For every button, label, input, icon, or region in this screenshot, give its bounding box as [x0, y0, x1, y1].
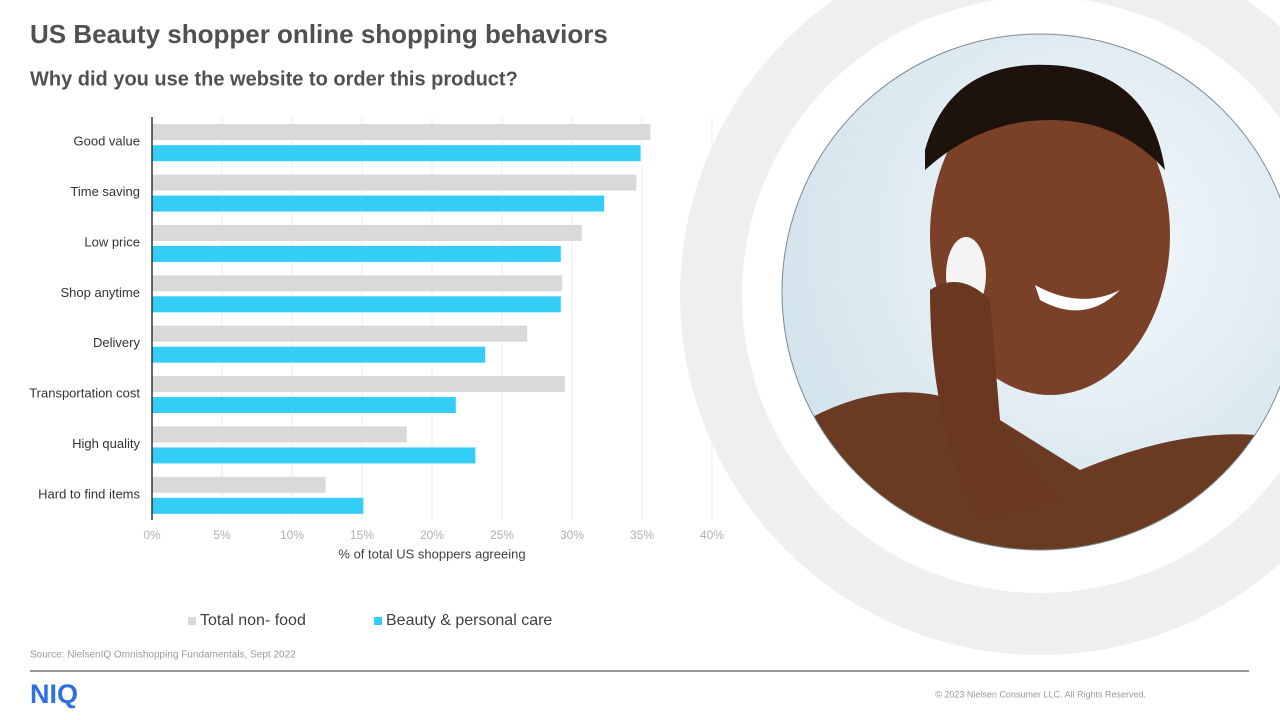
- source: Source: NielsenIQ Omnishopping Fundament…: [30, 650, 296, 661]
- bar: [152, 174, 637, 191]
- copyright: © 2023 Nielsen Consumer LLC. All Rights …: [935, 689, 1146, 699]
- y-tick-label: Time saving: [70, 184, 140, 199]
- bar: [152, 195, 605, 212]
- x-tick-label: 5%: [213, 528, 231, 542]
- legend-swatch: [188, 617, 196, 625]
- bar: [152, 476, 326, 493]
- y-tick-label: Shop anytime: [61, 285, 141, 300]
- x-tick-label: 10%: [280, 528, 304, 542]
- x-tick-label: 25%: [490, 528, 514, 542]
- x-tick-label: 15%: [350, 528, 374, 542]
- bar: [152, 346, 486, 363]
- bar: [152, 224, 582, 241]
- y-tick-label: Low price: [84, 234, 140, 249]
- y-tick-label: Hard to find items: [38, 486, 140, 501]
- y-tick-label: High quality: [72, 436, 140, 451]
- bar: [152, 245, 561, 262]
- x-tick-label: 35%: [630, 528, 654, 542]
- x-tick-label: 20%: [420, 528, 444, 542]
- bar: [152, 426, 407, 443]
- x-tick-label: 0%: [143, 528, 161, 542]
- photo: [782, 34, 1280, 550]
- logo: NIQ: [30, 679, 78, 709]
- y-tick-label: Delivery: [93, 335, 140, 350]
- bar: [152, 447, 476, 464]
- legend-swatch: [374, 617, 382, 625]
- bar: [152, 397, 456, 414]
- y-tick-label: Transportation cost: [29, 386, 140, 401]
- bar: [152, 124, 651, 141]
- y-tick-label: Good value: [74, 134, 141, 149]
- title: US Beauty shopper online shopping behavi…: [30, 19, 608, 49]
- x-tick-label: 40%: [700, 528, 724, 542]
- bar: [152, 296, 561, 313]
- bar: [152, 325, 528, 342]
- legend-label: Total non- food: [200, 612, 306, 629]
- x-tick-label: 30%: [560, 528, 584, 542]
- x-axis-label: % of total US shoppers agreeing: [338, 546, 525, 561]
- bar: [152, 497, 364, 514]
- bar: [152, 145, 641, 162]
- bar: [152, 376, 565, 393]
- subtitle: Why did you use the website to order thi…: [30, 68, 518, 90]
- legend-label: Beauty & personal care: [386, 612, 552, 629]
- bar: [152, 275, 563, 292]
- photo-border: [781, 33, 1280, 551]
